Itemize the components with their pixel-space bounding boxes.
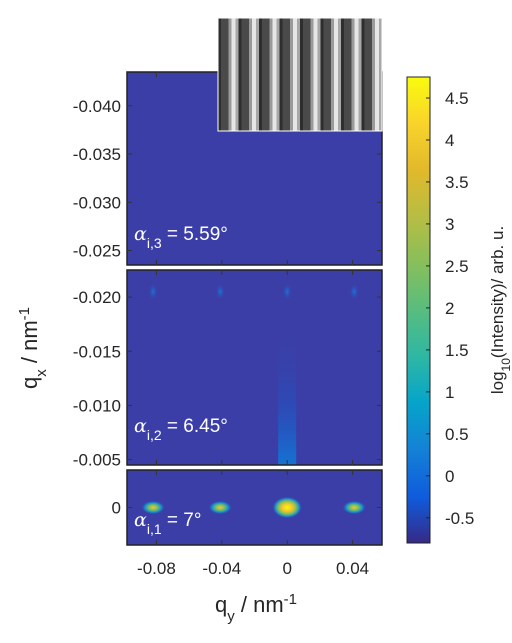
colorbar-tick-label: -0.5	[445, 509, 474, 528]
colorbar-label: log10(Intensity)/ arb. u.	[488, 226, 512, 394]
panel-middle-frame	[126, 269, 383, 466]
colorbar-tick-label: 3	[445, 215, 454, 234]
sem-inset-image	[218, 18, 382, 131]
axes-layer: -0.040-0.035-0.030-0.025-0.020-0.015-0.0…	[73, 72, 382, 578]
annotation-alpha-i1: αi,1 = 7°	[134, 509, 201, 537]
x-tick-label: -0.08	[137, 559, 176, 578]
diffuse-peak-3	[349, 282, 360, 301]
colorbar-tick-label: 1	[445, 383, 454, 402]
bragg-peak-3	[342, 500, 367, 515]
annotation-alpha-i2: αi,2 = 6.45°	[134, 415, 228, 443]
panel-bottom	[126, 469, 383, 546]
y-tick-label: -0.010	[73, 396, 121, 415]
panel-middle-background	[127, 270, 382, 465]
colorbar-tick-label: 0.5	[445, 425, 469, 444]
y-axis-label: qx / nm-1	[16, 307, 50, 389]
y-tick-label: -0.040	[73, 97, 121, 116]
y-tick-label: -0.030	[73, 193, 121, 212]
y-tick-label: -0.015	[73, 342, 121, 361]
diffuse-peak-2	[282, 282, 293, 301]
sem-inset	[217, 17, 383, 132]
x-tick-label: -0.04	[202, 559, 241, 578]
detector-panels	[126, 71, 383, 546]
diffuse-peak-1	[215, 282, 226, 301]
panel-bottom-background	[127, 470, 382, 545]
diffuse-peak-0	[148, 282, 159, 301]
colorbar-tick-label: 2.5	[445, 257, 469, 276]
colorbar-ticks: -0.5 0 0.5 1 1.5 2 2.5 3 3.5 4 4.5	[426, 89, 474, 528]
x-axis-label: qy / nm-1	[215, 591, 297, 625]
annotation-alpha-i3: αi,3 = 5.59°	[134, 223, 228, 251]
colorbar-tick-label: 4	[445, 131, 454, 150]
colorbar-tick-label: 4.5	[445, 89, 469, 108]
bragg-peak-0	[141, 500, 166, 515]
y-tick-label: -0.005	[73, 451, 121, 470]
bragg-peak-1	[208, 500, 233, 515]
specular-streak	[278, 320, 297, 465]
sem-inset-border	[217, 17, 383, 132]
colorbar-tick-label: 0	[445, 467, 454, 486]
x-tick-label: 0	[282, 559, 291, 578]
colorbar-tick-label: 3.5	[445, 173, 469, 192]
x-tick-label: 0.04	[336, 559, 369, 578]
colorbar-tick-label: 1.5	[445, 341, 469, 360]
colorbar-tick-label: 2	[445, 299, 454, 318]
y-tick-label: 0	[112, 499, 121, 518]
panel-middle	[126, 269, 383, 466]
bragg-peak-2	[272, 496, 303, 519]
y-tick-label: -0.035	[73, 145, 121, 164]
y-tick-label: -0.025	[73, 242, 121, 261]
y-tick-label: -0.020	[73, 288, 121, 307]
colorbar: -0.5 0 0.5 1 1.5 2 2.5 3 3.5 4 4.5 log10(Intensity…	[406, 76, 512, 544]
colorbar-ramp	[406, 76, 431, 544]
